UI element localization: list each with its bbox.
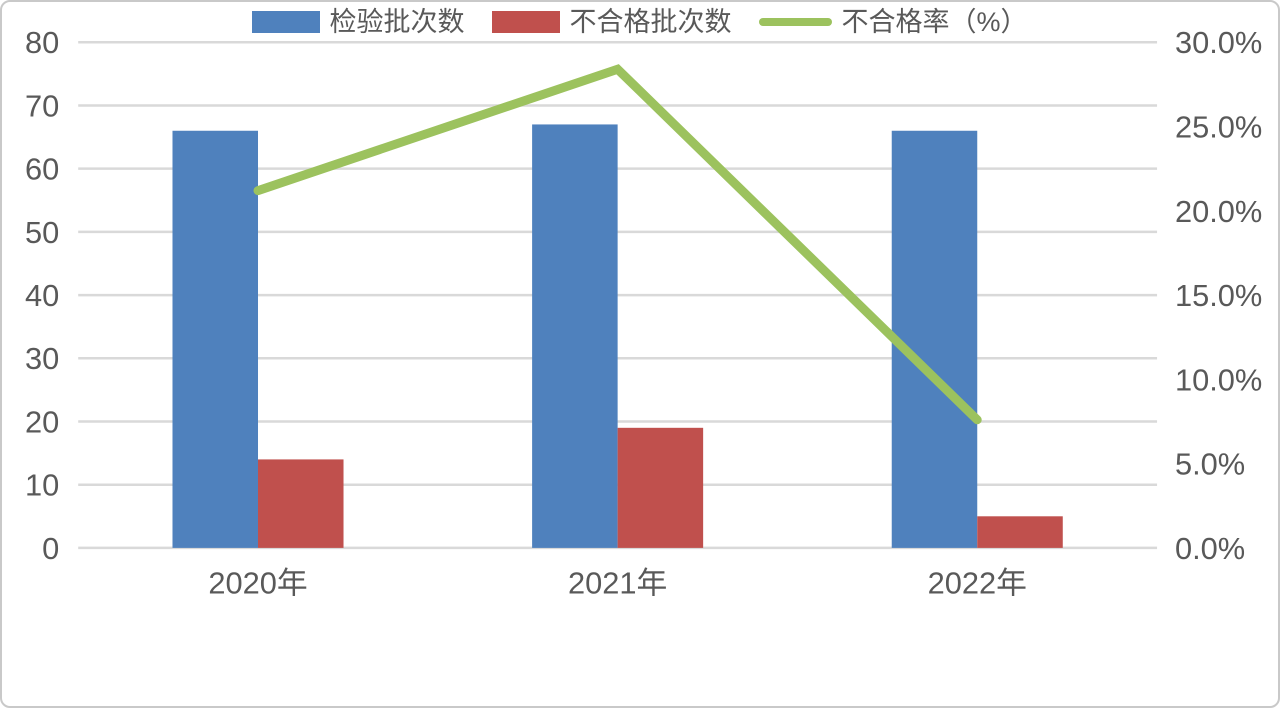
right-axis-tick-label: 20.0% bbox=[1175, 194, 1262, 229]
x-axis-label: 2021年 bbox=[568, 566, 667, 601]
left-axis-tick-label: 30 bbox=[25, 341, 59, 376]
legend-swatch-red-bar-icon bbox=[492, 11, 561, 33]
legend-item-failure-rate: 不合格率（%） bbox=[759, 6, 1028, 37]
bar-inspected-batches bbox=[891, 130, 978, 548]
legend-label-failed-batches: 不合格批次数 bbox=[569, 6, 732, 37]
x-axis-label: 2020年 bbox=[208, 566, 307, 601]
legend-label-inspected-batches: 检验批次数 bbox=[329, 6, 465, 37]
right-axis-tick-label: 5.0% bbox=[1175, 447, 1245, 482]
chart-legend: 检验批次数 不合格批次数 不合格率（%） bbox=[2, 2, 1278, 42]
bar-failed-batches bbox=[977, 516, 1063, 548]
left-axis-tick-label: 0 bbox=[42, 531, 59, 566]
bar-inspected-batches bbox=[172, 130, 259, 548]
legend-item-failed-batches: 不合格批次数 bbox=[492, 6, 732, 37]
left-axis-tick-label: 20 bbox=[25, 404, 59, 439]
x-axis-label: 2022年 bbox=[928, 566, 1027, 601]
left-axis-tick-label: 40 bbox=[25, 278, 59, 313]
legend-item-inspected-batches: 检验批次数 bbox=[252, 6, 465, 37]
right-axis-tick-label: 0.0% bbox=[1175, 531, 1245, 566]
legend-swatch-blue-bar-icon bbox=[252, 11, 321, 33]
left-axis-tick-label: 50 bbox=[25, 215, 59, 250]
right-axis-tick-label: 25.0% bbox=[1175, 109, 1262, 144]
left-axis-tick-label: 10 bbox=[25, 468, 59, 503]
legend-label-failure-rate: 不合格率（%） bbox=[841, 6, 1028, 37]
right-axis-tick-label: 15.0% bbox=[1175, 278, 1262, 313]
failure-rate-line bbox=[253, 64, 982, 425]
left-axis-tick-label: 80 bbox=[25, 25, 59, 60]
legend-swatch-green-line-icon bbox=[759, 18, 833, 26]
right-axis-tick-label: 30.0% bbox=[1175, 25, 1262, 60]
left-axis-tick-label: 70 bbox=[25, 88, 59, 123]
bar-failed-batches bbox=[617, 427, 704, 548]
left-axis-tick-label: 60 bbox=[25, 152, 59, 187]
right-axis-tick-label: 10.0% bbox=[1175, 362, 1262, 397]
bar-failed-batches bbox=[258, 459, 344, 548]
bar-inspected-batches bbox=[532, 124, 618, 548]
